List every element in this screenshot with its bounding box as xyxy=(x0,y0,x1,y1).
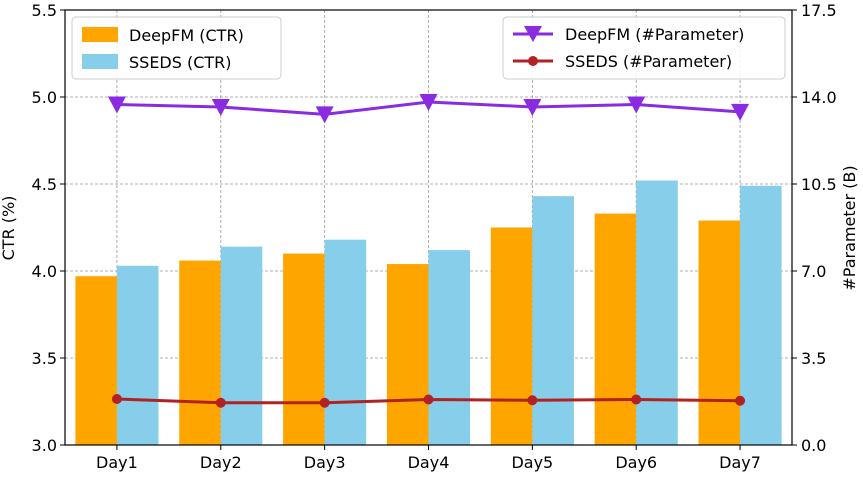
y2-tick-label: 0.0 xyxy=(801,436,826,455)
y2-tick-label: 14.0 xyxy=(801,88,837,107)
legend-marker-deepfm-param xyxy=(524,26,542,42)
bar-sseds-ctr xyxy=(116,265,159,445)
bar-deepfm-ctr xyxy=(179,260,221,445)
point-deepfm-parameter xyxy=(627,96,646,114)
point-sseds-parameter xyxy=(735,395,746,406)
x-tick-label: Day7 xyxy=(719,453,761,472)
y-tick-label: 3.5 xyxy=(32,349,57,368)
bar-deepfm-ctr xyxy=(490,227,533,445)
legend-bars: DeepFM (CTR) SSEDS (CTR) xyxy=(71,16,282,80)
point-deepfm-parameter xyxy=(315,106,334,124)
axis-ticks: 3.0 3.5 4.0 4.5 5.0 5.5 0.0 3.5 7.0 10.5 14.0 17.5 D… xyxy=(32,1,837,472)
y-tick-label: 3.0 xyxy=(32,436,57,455)
y-tick-label: 4.0 xyxy=(32,262,57,281)
x-tick-label: Day4 xyxy=(408,453,450,472)
x-tick-label: Day5 xyxy=(511,453,553,472)
y2-tick-label: 10.5 xyxy=(801,175,837,194)
y-tick-label: 5.5 xyxy=(32,1,57,20)
legend-lines: DeepFM (#Parameter) SSEDS (#Parameter) xyxy=(502,16,786,80)
legend-marker-sseds-param xyxy=(528,56,538,66)
bar-deepfm-ctr xyxy=(698,220,741,445)
y-tick-label: 4.5 xyxy=(32,175,57,194)
bar-sseds-ctr xyxy=(428,250,471,445)
legend-swatch-deepfm-ctr xyxy=(82,27,118,42)
legend-label-deepfm-param: DeepFM (#Parameter) xyxy=(565,25,744,44)
bar-deepfm-ctr xyxy=(594,213,637,445)
point-deepfm-parameter xyxy=(419,93,438,111)
bar-sseds-ctr xyxy=(532,196,574,445)
legend-swatch-sseds-ctr xyxy=(82,54,118,69)
x-tick-label: Day2 xyxy=(200,453,242,472)
point-deepfm-parameter xyxy=(731,103,750,121)
point-sseds-parameter xyxy=(215,397,226,408)
bar-sseds-ctr xyxy=(636,180,678,445)
y-axis-label: CTR (%) xyxy=(0,196,18,261)
bar-sseds-ctr xyxy=(740,185,782,446)
y2-tick-label: 3.5 xyxy=(801,349,826,368)
x-tick-label: Day1 xyxy=(96,453,138,472)
legend-label-sseds-ctr: SSEDS (CTR) xyxy=(129,53,232,72)
x-tick-label: Day6 xyxy=(615,453,657,472)
x-tick-label: Day3 xyxy=(304,453,346,472)
line-series-group xyxy=(107,93,750,408)
y2-axis-label: #Parameter (B) xyxy=(840,165,859,290)
point-sseds-parameter xyxy=(527,395,538,406)
y2-tick-label: 7.0 xyxy=(801,262,826,281)
y-tick-label: 5.0 xyxy=(32,88,57,107)
y2-tick-label: 17.5 xyxy=(801,1,837,20)
point-sseds-parameter xyxy=(319,397,330,408)
point-deepfm-parameter xyxy=(523,98,542,116)
bar-sseds-ctr xyxy=(220,246,263,445)
legend-label-deepfm-ctr: DeepFM (CTR) xyxy=(129,26,244,45)
legend-lines-box xyxy=(502,16,786,80)
point-sseds-parameter xyxy=(631,394,642,405)
legend-bars-box xyxy=(71,16,282,80)
point-sseds-parameter xyxy=(423,394,434,405)
point-deepfm-parameter xyxy=(211,98,230,116)
bar-sseds-ctr xyxy=(324,239,367,445)
bar-deepfm-ctr xyxy=(386,264,429,445)
bar-series-group xyxy=(75,180,782,446)
bar-deepfm-ctr xyxy=(75,276,117,445)
legend-label-sseds-param: SSEDS (#Parameter) xyxy=(565,52,732,71)
point-sseds-parameter xyxy=(111,394,122,405)
bar-deepfm-ctr xyxy=(283,253,325,445)
point-deepfm-parameter xyxy=(107,96,126,114)
